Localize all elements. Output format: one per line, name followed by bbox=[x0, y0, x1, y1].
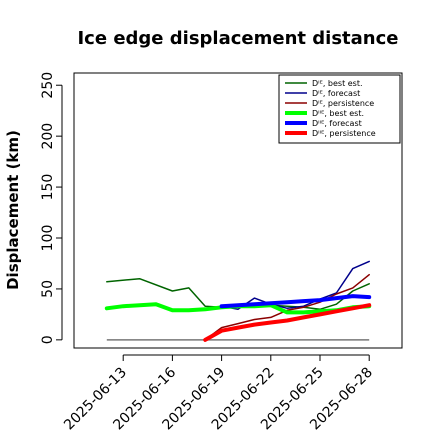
chart-title: Ice edge displacement distance bbox=[77, 28, 398, 49]
y-tick-label: 0 bbox=[40, 335, 56, 344]
legend-label: Dᴵᴱ, persistence bbox=[312, 99, 374, 108]
legend-label: Dᴵᴵᴱ, best est. bbox=[312, 109, 364, 118]
legend-label: Dᴵᴱ, forecast bbox=[312, 89, 360, 98]
series-line-6 bbox=[203, 303, 372, 342]
series-line-5 bbox=[219, 294, 372, 309]
y-tick-label: 50 bbox=[40, 280, 56, 298]
series-layer bbox=[104, 260, 372, 342]
legend-label: Dᴵᴵᴱ, persistence bbox=[312, 129, 376, 138]
y-tick-label: 100 bbox=[40, 225, 56, 252]
y-axis: 0 50 100 150 200 250 bbox=[40, 72, 63, 344]
y-tick-label: 150 bbox=[40, 174, 56, 201]
x-axis: 2025-06-132025-06-162025-06-192025-06-22… bbox=[61, 354, 376, 433]
y-axis-label: Displacement (km) bbox=[4, 130, 22, 290]
y-tick-label: 200 bbox=[40, 123, 56, 150]
y-tick-label: 250 bbox=[40, 72, 56, 99]
legend-label: Dᴵᴱ, best est. bbox=[312, 79, 363, 88]
plot-frame bbox=[73, 72, 403, 349]
legend-label: Dᴵᴵᴱ, forecast bbox=[312, 119, 362, 128]
